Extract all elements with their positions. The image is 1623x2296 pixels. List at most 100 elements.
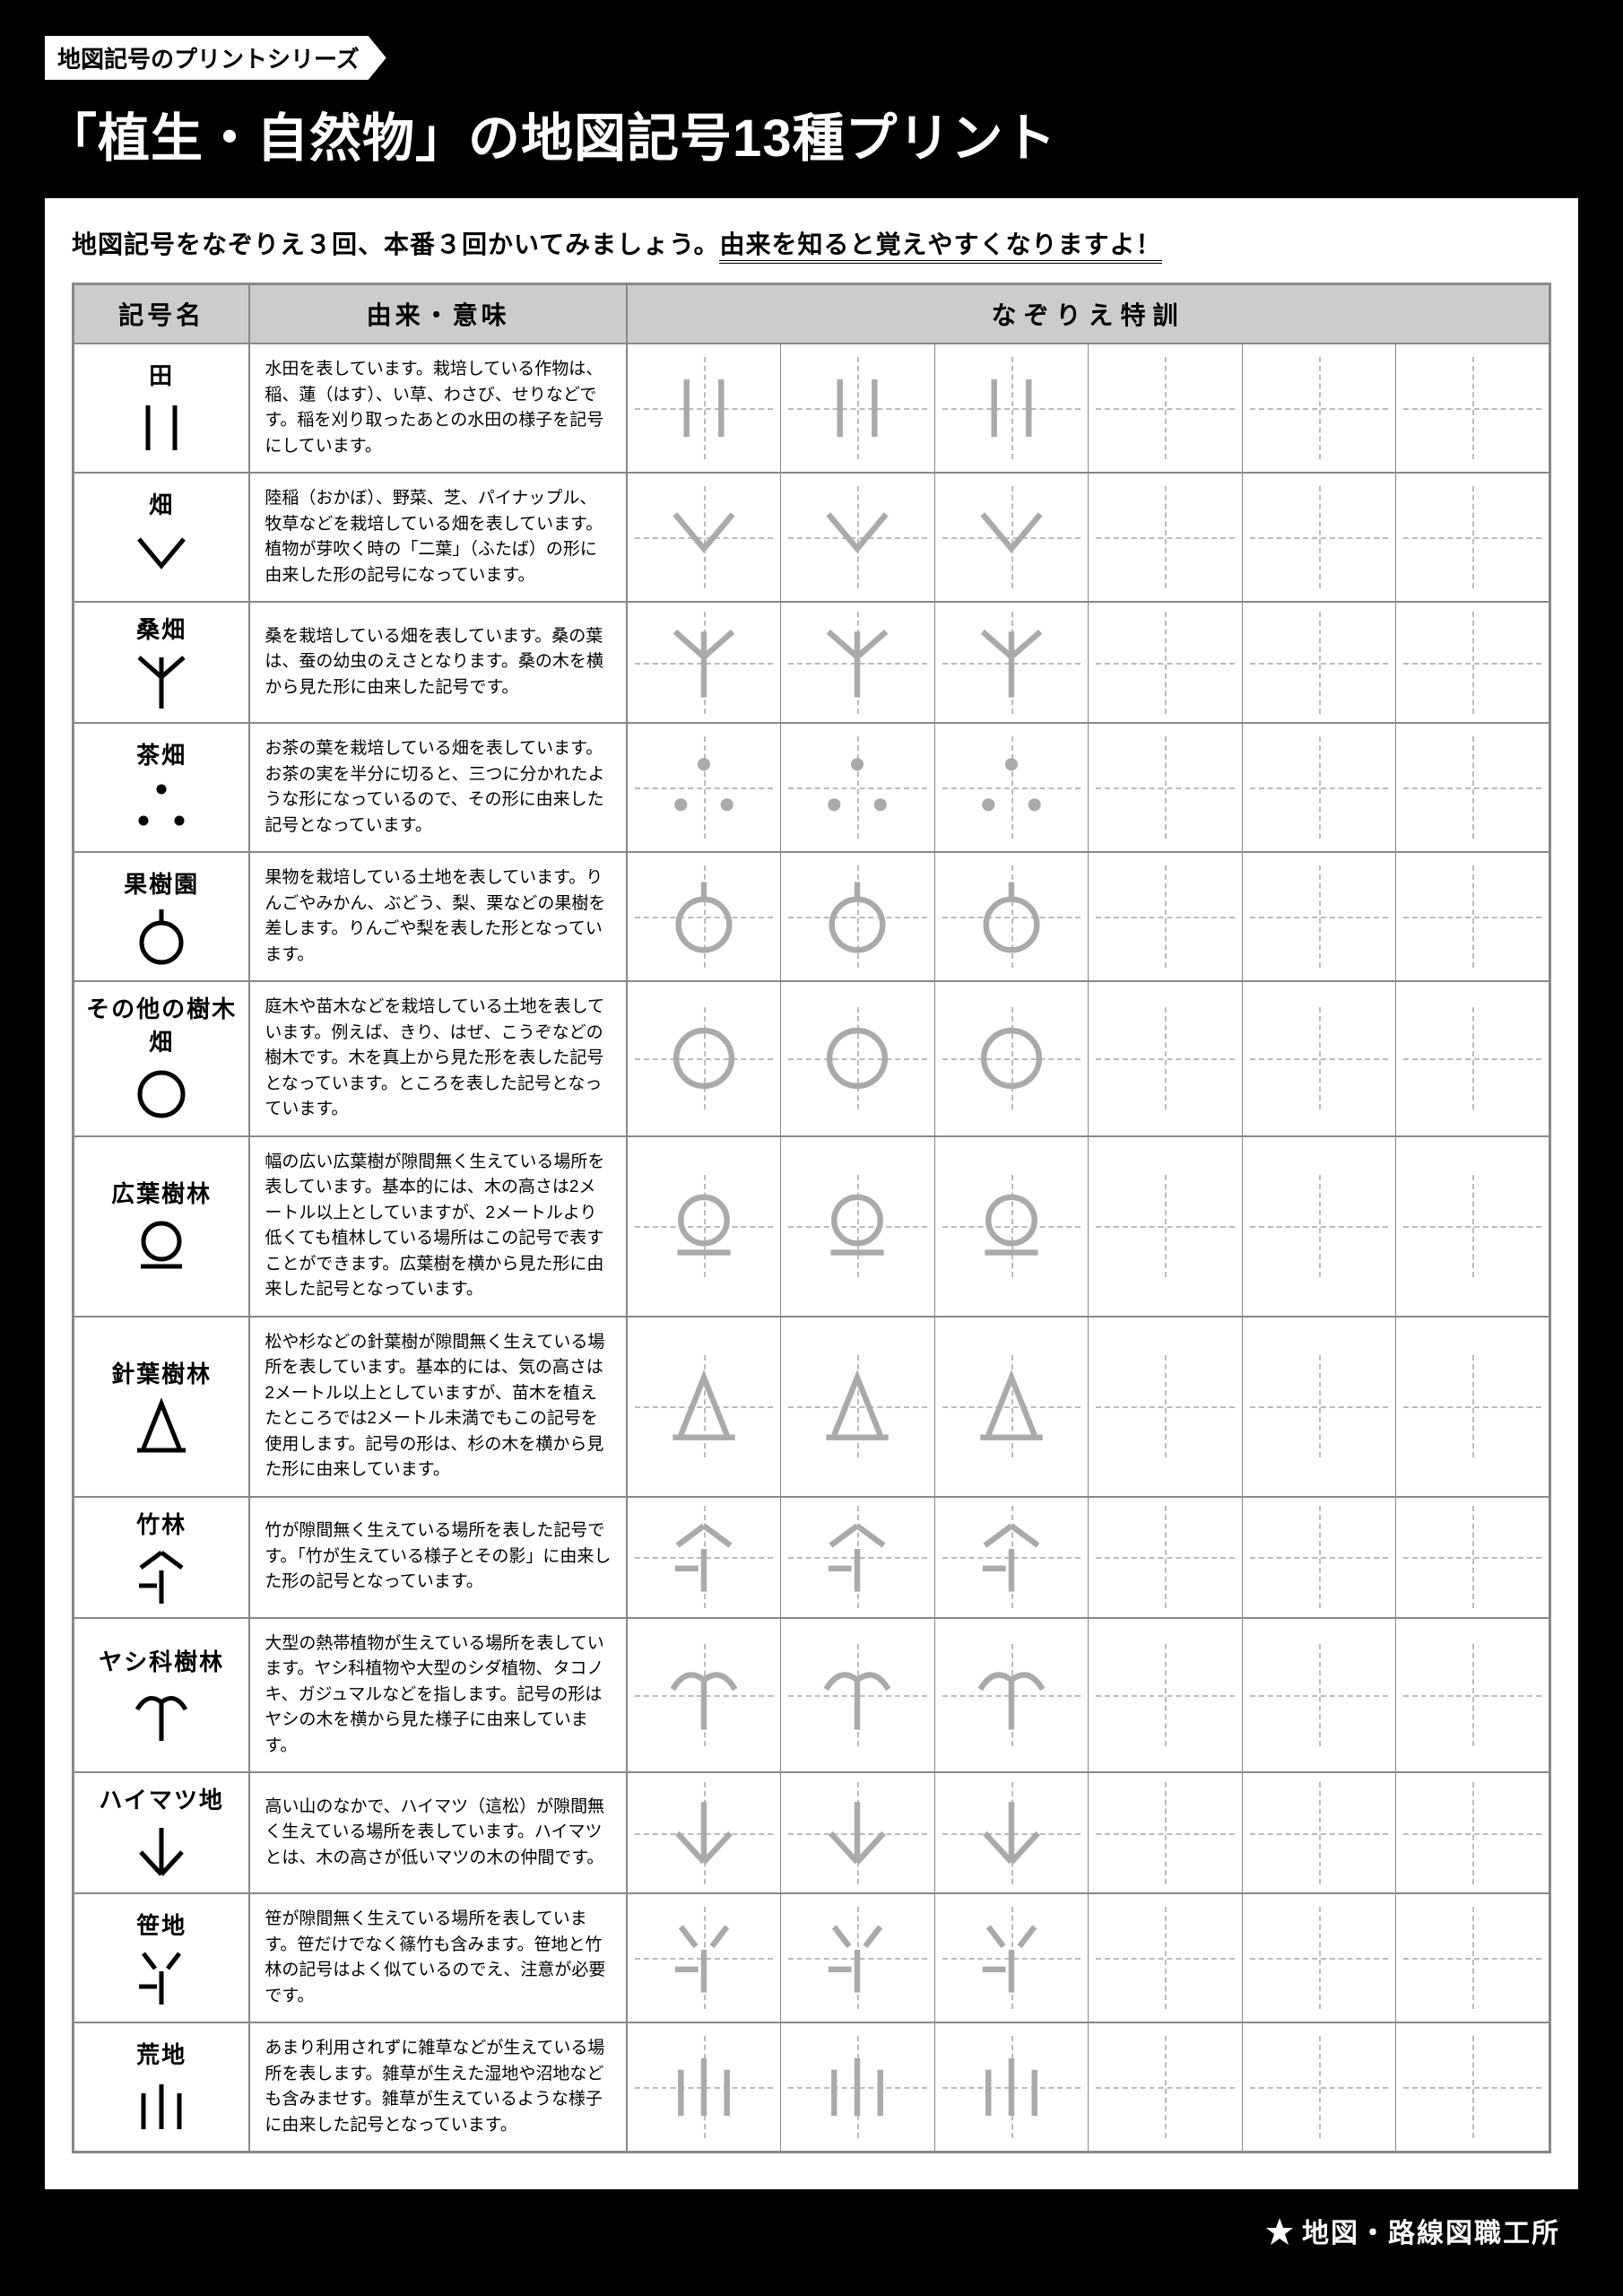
symbol-name: その他の樹木畑 [78,991,245,1057]
practice-box [781,1168,934,1284]
practice-cell [781,344,935,473]
practice-box [628,1900,780,2016]
practice-box [628,1775,780,1892]
symbol-cell: 針葉樹林 [74,1317,250,1497]
practice-trace-icon [971,876,1052,957]
practice-cell [1089,344,1243,473]
practice-box [1243,729,1396,846]
practice-box [1089,604,1242,721]
practice-trace-icon [664,747,744,828]
practice-cell [1396,1497,1550,1618]
practice-cell [934,1317,1089,1497]
practice-trace-icon [817,2047,898,2127]
practice-box [781,1348,934,1465]
symbol-hatake-icon [130,526,193,588]
symbol-kaju-icon [130,905,193,968]
practice-cell [627,2022,781,2152]
title-core: 植生・自然物 [98,109,415,168]
meaning-cell: お茶の葉を栽培している畑を表しています。お茶の実を半分に切ると、三つに分かれたよ… [249,723,627,852]
symbol-shinyou-icon [130,1395,193,1457]
practice-cell [1089,1772,1243,1893]
practice-cell [934,723,1089,852]
practice-trace-icon [817,1918,898,1998]
practice-trace-icon [971,1517,1052,1597]
practice-trace-icon [664,1018,744,1099]
practice-box [781,479,934,596]
symbol-name: 茶畑 [78,737,245,770]
symbol-arechi-icon [130,2075,193,2138]
practice-cell [781,852,935,981]
practice-box [1089,2029,1242,2145]
practice-box [1089,1900,1242,2016]
practice-box [935,858,1089,975]
table-row: 笹地笹が隙間無く生えている場所を表しています。笹だけでなく篠竹も含みます。笹地と… [74,1893,1550,2022]
practice-box [628,350,780,466]
symbol-cell: ヤシ科樹林 [74,1618,250,1773]
practice-box [1089,1499,1242,1615]
practice-cell [1089,1497,1243,1618]
practice-box [628,1168,780,1284]
practice-cell [781,2022,935,2152]
instruction-plain: 地図記号をなぞりえ３回、本番３回かいてみましょう。 [72,230,719,258]
practice-trace-icon [664,2047,744,2127]
practice-cell [627,1893,781,2022]
symbol-cell: 広葉樹林 [74,1136,250,1317]
practice-cell [1396,1136,1550,1317]
practice-box [781,729,934,846]
practice-trace-icon [664,876,744,957]
practice-cell [1396,1893,1550,2022]
instruction-underline: 由来を知ると覚えやすくなりますよ！ [719,230,1161,264]
symbol-name: 果樹園 [78,866,245,900]
symbol-name: 笹地 [78,1908,245,1941]
practice-box [628,1000,780,1117]
practice-cell [1396,2022,1550,2152]
practice-box [935,604,1089,721]
practice-trace-icon [971,2047,1052,2127]
symbol-haimatsu-icon [130,1821,193,1883]
practice-box [1243,1637,1396,1753]
header-meaning: 由来・意味 [249,284,627,344]
practice-cell [627,852,781,981]
practice-trace-icon [817,622,898,703]
practice-box [1396,1000,1549,1117]
practice-cell [1242,981,1396,1136]
content-area: 地図記号をなぞりえ３回、本番３回かいてみましょう。由来を知ると覚えやすくなります… [45,198,1578,2189]
practice-trace-icon [817,876,898,957]
practice-cell [934,473,1089,602]
practice-box [1089,479,1242,596]
practice-box [1396,858,1549,975]
practice-cell [781,473,935,602]
practice-cell [934,602,1089,723]
practice-cell [781,1893,935,2022]
practice-box [1396,1775,1549,1892]
practice-trace-icon [817,368,898,448]
practice-box [628,604,780,721]
practice-box [1089,1775,1242,1892]
table-row: その他の樹木畑庭木や苗木などを栽培している土地を表しています。例えば、きり、はぜ… [74,981,1550,1136]
practice-box [1243,1900,1396,2016]
practice-box [935,2029,1089,2145]
practice-box [1243,1348,1396,1465]
practice-cell [627,344,781,473]
practice-box [1396,1348,1549,1465]
practice-cell [627,602,781,723]
practice-cell [1396,344,1550,473]
title-bracket-open: 「 [45,109,98,168]
practice-cell [1396,1618,1550,1773]
symbol-cell: ハイマツ地 [74,1772,250,1893]
symbol-cell: 笹地 [74,1893,250,2022]
practice-cell [1396,473,1550,602]
table-row: ハイマツ地高い山のなかで、ハイマツ（這松）が隙間無く生えている場所を表しています… [74,1772,1550,1893]
practice-cell [627,1136,781,1317]
symbol-cell: 田 [74,344,250,473]
practice-box [1396,479,1549,596]
practice-box [935,479,1089,596]
symbol-cell: 茶畑 [74,723,250,852]
meaning-cell: 陸稲（おかぼ）、野菜、芝、パイナップル、牧草などを栽培している畑を表しています。… [249,473,627,602]
practice-cell [627,1772,781,1893]
meaning-cell: あまり利用されずに雑草などが生えている場所を表します。雑草が生えた湿地や沼地など… [249,2022,627,2152]
practice-box [1243,2029,1396,2145]
symbol-name: 荒地 [78,2037,245,2070]
practice-box [935,1637,1089,1753]
practice-box [1243,1168,1396,1284]
